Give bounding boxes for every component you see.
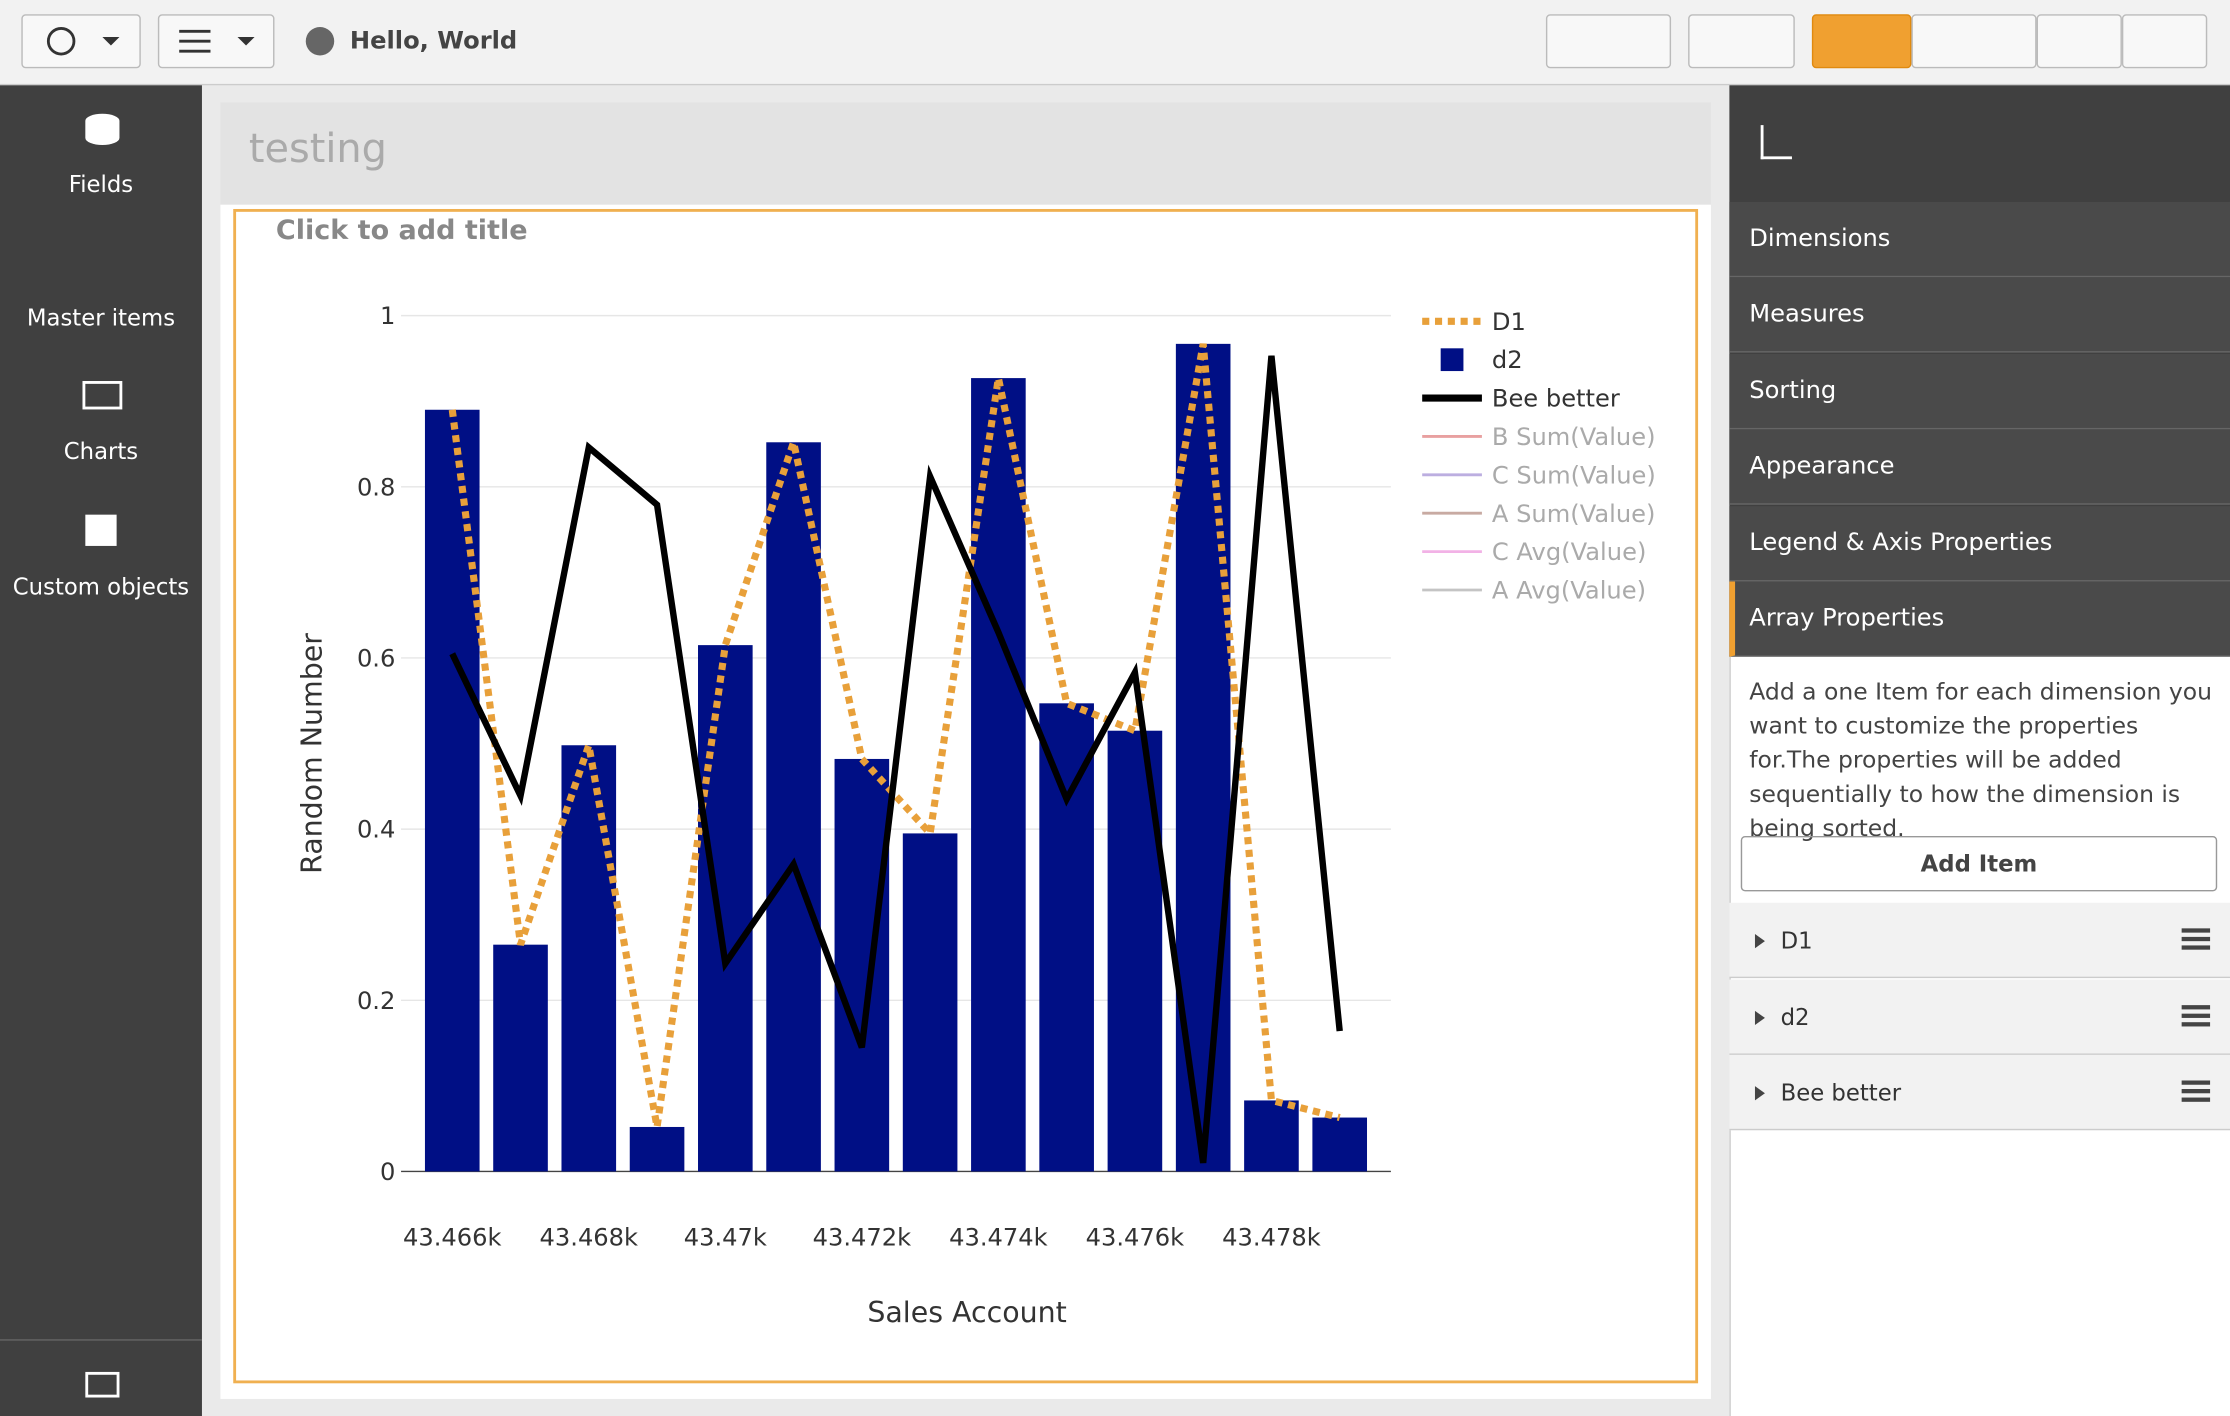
nav-button[interactable] [21,14,141,69]
app-icon [305,27,335,56]
sidebar-item[interactable]: Master items [26,304,176,332]
sidebar-item[interactable]: Charts [63,437,139,465]
sheet-header [220,102,1711,205]
panel-item[interactable]: Bee better [1729,1054,2230,1131]
panel-section[interactable]: Dimensions [1729,201,2230,278]
bookmark-button[interactable] [1688,14,1795,69]
object-title[interactable]: Click to add title [275,214,528,246]
panel-section[interactable]: Array Properties [1729,581,2230,657]
prev-button[interactable] [2036,14,2122,69]
panel-item[interactable]: D1 [1729,902,2230,979]
item-label: Bee better [1780,1079,1902,1107]
item-label: D1 [1780,926,1813,954]
present-button[interactable] [1545,14,1672,69]
chart-button[interactable] [1911,14,2037,69]
divider [0,1339,202,1341]
panel-section[interactable]: Appearance [1729,429,2230,505]
sheet-title[interactable]: testing [248,125,387,173]
list-button[interactable] [157,14,275,69]
panel-description: Add a one Item for each dimension you wa… [1749,678,2212,842]
panel-section[interactable]: Measures [1729,277,2230,353]
icon [82,381,123,410]
icon [85,113,120,146]
sidebar [0,85,202,1416]
icon [1760,125,1792,160]
next-button[interactable] [2121,14,2208,69]
panel-item[interactable]: d2 [1729,979,2230,1055]
icon [85,514,117,546]
item-label: d2 [1780,1003,1810,1031]
sidebar-item[interactable]: Fields [68,170,134,198]
selection-frame [233,208,1699,1384]
panel-section[interactable]: Sorting [1729,354,2230,430]
add-item-button[interactable]: Add Item [1740,835,2218,892]
app-title: Hello, World [349,27,518,56]
icon[interactable] [85,1371,120,1398]
sidebar-item[interactable]: Custom objects [12,572,190,600]
panel-section[interactable]: Legend & Axis Properties [1729,506,2230,582]
edit-button[interactable] [1811,14,1912,69]
